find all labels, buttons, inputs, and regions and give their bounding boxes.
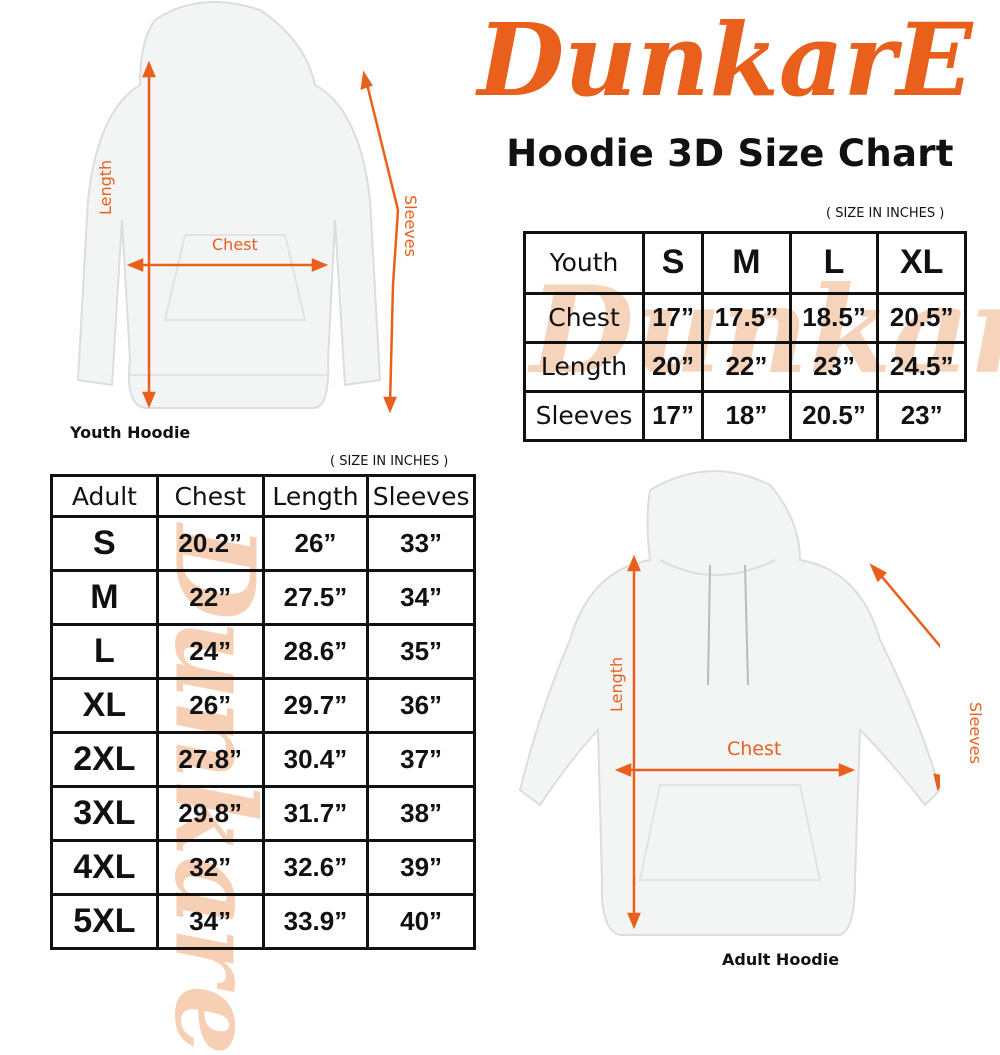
youth-header-cell: S xyxy=(641,231,705,295)
youth-header-cell: L xyxy=(788,231,880,295)
adult-row-label: 5XL xyxy=(50,892,159,951)
adult-value-cell: 39” xyxy=(366,838,476,896)
youth-value-cell: 20” xyxy=(641,340,705,393)
youth-value-cell: 18” xyxy=(701,389,792,443)
youth-header-row: Youth S M L XL xyxy=(523,231,967,295)
youth-header-cell: M xyxy=(701,231,792,295)
adult-value-cell: 31.7” xyxy=(261,784,370,842)
youth-length-label: Length xyxy=(96,159,115,215)
adult-table-row: S 20.2” 26” 33” xyxy=(50,515,476,573)
youth-value-cell: 24.5” xyxy=(876,340,967,393)
adult-header-row: Adult Chest Length Sleeves xyxy=(50,473,476,519)
adult-table-row: M 22” 27.5” 34” xyxy=(50,569,476,627)
youth-sleeves-label: Sleeves xyxy=(401,195,420,257)
adult-unit-note: ( SIZE IN INCHES ) xyxy=(330,454,449,469)
youth-value-cell: 20.5” xyxy=(876,291,967,344)
adult-value-cell: 20.2” xyxy=(155,515,265,573)
adult-value-cell: 34” xyxy=(155,892,265,951)
youth-value-cell: 22” xyxy=(701,340,792,393)
adult-measure-arrows xyxy=(614,554,940,930)
adult-table-row: L 24” 28.6” 35” xyxy=(50,623,476,681)
logo-text: DunkarE xyxy=(474,1,974,119)
adult-row-label: S xyxy=(50,515,159,573)
adult-value-cell: 36” xyxy=(366,677,476,734)
adult-value-cell: 33” xyxy=(366,515,476,573)
adult-value-cell: 30.4” xyxy=(261,731,370,788)
youth-chest-label: Chest xyxy=(212,235,258,254)
adult-value-cell: 37” xyxy=(366,731,476,788)
adult-value-cell: 29.8” xyxy=(155,784,265,842)
youth-table-row: Length 20” 22” 23” 24.5” xyxy=(523,340,967,393)
youth-row-label: Chest xyxy=(523,291,645,344)
youth-row-label: Sleeves xyxy=(523,389,645,443)
adult-value-cell: 34” xyxy=(366,569,476,627)
youth-value-cell: 23” xyxy=(788,340,880,393)
adult-value-cell: 24” xyxy=(155,623,265,681)
adult-table-row: 2XL 27.8” 30.4” 37” xyxy=(50,731,476,788)
adult-value-cell: 29.7” xyxy=(261,677,370,734)
adult-value-cell: 27.5” xyxy=(261,569,370,627)
adult-value-cell: 33.9” xyxy=(261,892,370,951)
adult-value-cell: 35” xyxy=(366,623,476,681)
adult-length-label: Length xyxy=(607,656,626,712)
youth-header-cell: Youth xyxy=(523,231,645,295)
youth-table-row: Chest 17” 17.5” 18.5” 20.5” xyxy=(523,291,967,344)
youth-hoodie-image xyxy=(76,1,400,414)
adult-size-table: Adult Chest Length Sleeves S 20.2” 26” 33” M 22” 2… xyxy=(50,473,476,951)
youth-value-cell: 18.5” xyxy=(788,291,880,344)
adult-value-cell: 38” xyxy=(366,784,476,842)
adult-table-row: 3XL 29.8” 31.7” 38” xyxy=(50,784,476,842)
adult-value-cell: 26” xyxy=(261,515,370,573)
youth-table-row: Sleeves 17” 18” 20.5” 23” xyxy=(523,389,967,443)
youth-value-cell: 17” xyxy=(641,389,705,443)
adult-header-cell: Adult xyxy=(50,473,159,519)
adult-sleeves-label: Sleeves xyxy=(966,702,985,764)
youth-size-table: Youth S M L XL Chest 17” 17.5” 18.5” 20.5” Length 2… xyxy=(523,231,967,443)
adult-hoodie-image xyxy=(518,470,940,936)
youth-header-cell: XL xyxy=(876,231,967,295)
adult-header-cell: Chest xyxy=(155,473,265,519)
page-title: Hoodie 3D Size Chart xyxy=(506,132,954,175)
adult-value-cell: 22” xyxy=(155,569,265,627)
youth-hoodie-caption: Youth Hoodie xyxy=(70,423,191,442)
youth-value-cell: 23” xyxy=(876,389,967,443)
adult-value-cell: 32.6” xyxy=(261,838,370,896)
adult-value-cell: 27.8” xyxy=(155,731,265,788)
adult-hoodie-caption: Adult Hoodie xyxy=(722,950,840,969)
adult-row-label: XL xyxy=(50,677,159,734)
youth-value-cell: 17” xyxy=(641,291,705,344)
adult-table-row: XL 26” 29.7” 36” xyxy=(50,677,476,734)
adult-value-cell: 40” xyxy=(366,892,476,951)
youth-value-cell: 17.5” xyxy=(701,291,792,344)
adult-value-cell: 32” xyxy=(155,838,265,896)
youth-row-label: Length xyxy=(523,340,645,393)
brand-logo: DunkarE xyxy=(474,1,974,119)
adult-header-cell: Length xyxy=(261,473,370,519)
youth-unit-note: ( SIZE IN INCHES ) xyxy=(826,206,945,221)
adult-row-label: 2XL xyxy=(50,731,159,788)
adult-row-label: 4XL xyxy=(50,838,159,896)
adult-table-row: 5XL 34” 33.9” 40” xyxy=(50,892,476,951)
youth-value-cell: 20.5” xyxy=(788,389,880,443)
adult-value-cell: 26” xyxy=(155,677,265,734)
adult-value-cell: 28.6” xyxy=(261,623,370,681)
adult-row-label: M xyxy=(50,569,159,627)
adult-row-label: 3XL xyxy=(50,784,159,842)
adult-header-cell: Sleeves xyxy=(366,473,476,519)
adult-table-row: 4XL 32” 32.6” 39” xyxy=(50,838,476,896)
adult-chest-label: Chest xyxy=(727,738,782,760)
youth-measure-arrows xyxy=(126,60,400,414)
adult-row-label: L xyxy=(50,623,159,681)
